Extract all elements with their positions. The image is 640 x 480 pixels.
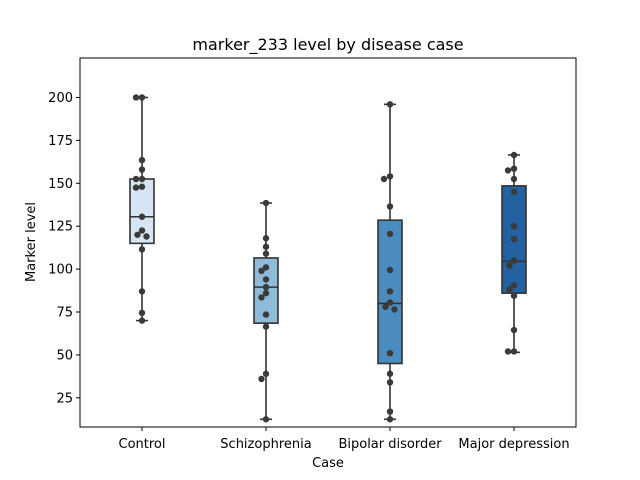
data-point [138, 288, 146, 295]
data-point [510, 326, 518, 334]
x-tick-label: Schizophrenia [220, 437, 311, 452]
data-point [262, 289, 270, 297]
y-axis-label: Marker level [24, 202, 39, 282]
data-point [138, 175, 146, 183]
plot-frame [79, 57, 577, 428]
data-point [262, 370, 270, 377]
data-point [138, 246, 146, 253]
data-point [506, 262, 513, 269]
data-point [138, 213, 146, 220]
data-point [510, 222, 518, 230]
data-point [510, 151, 518, 159]
data-point [132, 94, 140, 101]
data-point [262, 311, 270, 318]
data-point [258, 267, 265, 275]
data-point [391, 306, 398, 313]
data-point [386, 288, 394, 295]
data-point [132, 184, 140, 191]
chart-title: marker_233 level by disease case [192, 35, 463, 55]
data-point [386, 416, 394, 423]
data-point [258, 375, 265, 383]
x-tick-label: Bipolar disorder [338, 437, 442, 452]
y-tick-label: 150 [48, 177, 73, 192]
data-point [132, 175, 140, 183]
data-point [138, 156, 146, 164]
data-point [138, 94, 146, 101]
data-point [386, 173, 394, 180]
data-point [138, 309, 146, 317]
data-point [262, 323, 270, 330]
data-point [262, 235, 270, 242]
data-point [386, 266, 394, 274]
data-point [262, 416, 270, 423]
data-point [510, 235, 518, 243]
data-point [143, 233, 150, 240]
data-point [386, 101, 394, 108]
data-point [504, 348, 512, 355]
data-point [262, 276, 270, 283]
x-tick-label: Control [119, 437, 166, 452]
data-point [386, 370, 394, 377]
y-tick-label: 175 [48, 134, 73, 149]
data-point [386, 408, 394, 415]
data-point [138, 227, 146, 234]
data-point [510, 175, 518, 183]
x-tick-label: Major depression [458, 437, 569, 452]
data-point [510, 257, 518, 264]
y-tick-label: 125 [48, 220, 73, 235]
data-point [504, 167, 512, 174]
data-point [382, 303, 389, 311]
data-point [262, 199, 270, 207]
data-point [386, 350, 394, 357]
y-tick-label: 25 [56, 391, 73, 406]
data-point [380, 175, 388, 183]
data-point [138, 166, 146, 173]
data-point [138, 183, 146, 190]
data-point [510, 282, 518, 289]
data-point [262, 264, 270, 271]
data-point [386, 299, 394, 306]
data-point [386, 203, 394, 210]
y-tick-label: 100 [48, 263, 73, 278]
y-tick-label: 200 [48, 91, 73, 106]
data-point [258, 294, 265, 301]
data-point [506, 286, 513, 293]
y-tick-label: 75 [56, 306, 73, 321]
y-tick-label: 50 [56, 348, 73, 363]
plot-area: 25 50 75 100 125 150 175 200 Control Schizophreni… [48, 91, 569, 452]
x-axis-label: Case [312, 456, 344, 471]
data-point [386, 379, 394, 386]
data-point [510, 188, 518, 196]
data-point [510, 348, 518, 355]
data-point [262, 243, 270, 250]
data-point [134, 231, 141, 238]
data-point [386, 230, 394, 238]
data-point [262, 283, 270, 291]
data-point [510, 292, 518, 299]
data-point [262, 250, 270, 257]
data-point [138, 317, 146, 324]
data-point [510, 165, 518, 172]
